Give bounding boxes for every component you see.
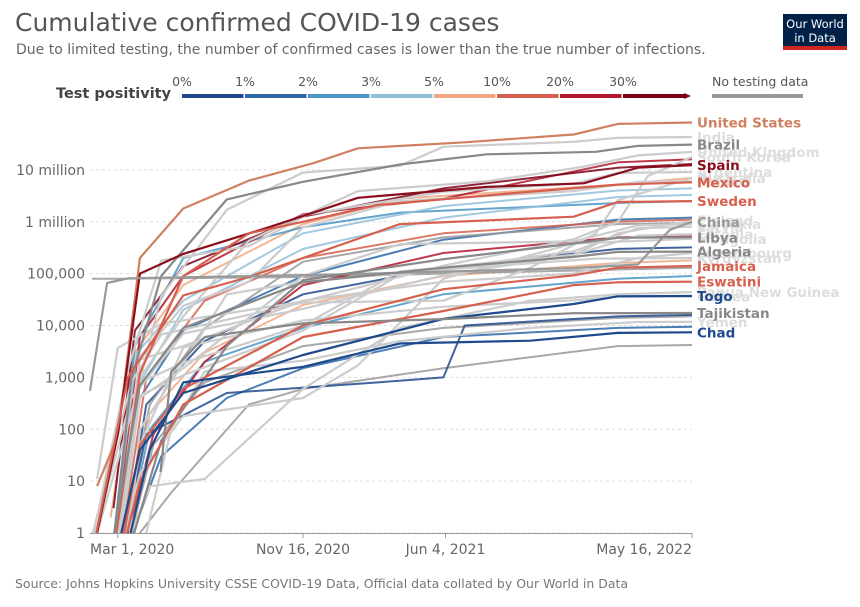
legend-bin-label: 5%	[424, 74, 444, 89]
series-line[interactable]	[120, 294, 693, 534]
x-tick-label: Jun 4, 2021	[405, 542, 486, 558]
series-line[interactable]	[113, 143, 693, 534]
legend-no-data-swatch[interactable]	[712, 94, 803, 98]
y-tick-label: 10 million	[16, 163, 85, 179]
background-series-line	[124, 313, 693, 534]
x-tick-label: Nov 16, 2020	[256, 542, 350, 558]
legend-bin-label: 1%	[235, 74, 255, 89]
y-tick-label: 100	[58, 422, 85, 438]
owid-logo[interactable]: Our World in Data	[783, 14, 847, 50]
series-line[interactable]	[115, 181, 693, 534]
series-label[interactable]: Algeria	[697, 245, 751, 261]
y-tick-label: 1,000	[45, 370, 85, 386]
series-line[interactable]	[129, 331, 693, 534]
series-label[interactable]: Togo	[697, 289, 733, 305]
chart-title: Cumulative confirmed COVID-19 cases	[15, 8, 500, 37]
series-label[interactable]: Latvia	[697, 220, 744, 236]
series-line[interactable]	[96, 135, 693, 534]
series-label[interactable]: South Korea	[697, 150, 791, 166]
legend-swatch[interactable]	[560, 94, 622, 98]
series-label[interactable]: Jamaica	[696, 259, 756, 275]
series-label[interactable]: Papua New Guinea	[697, 285, 840, 301]
series-line[interactable]	[96, 164, 693, 534]
series-line[interactable]	[125, 280, 693, 534]
series-label[interactable]: Tajikistan	[697, 306, 770, 322]
background-series-line	[124, 246, 693, 534]
legend-swatch[interactable]	[182, 94, 244, 98]
series-label[interactable]: Eswatini	[697, 275, 761, 291]
series-label[interactable]: Libya	[697, 230, 738, 246]
series-label[interactable]: India	[697, 130, 735, 146]
background-series-line	[126, 275, 693, 534]
x-axis: Mar 1, 2020 Nov 16, 2020 Jun 4, 2021 May 16…	[90, 533, 693, 558]
y-tick-label: 10,000	[36, 319, 85, 335]
legend-no-data-label: No testing data	[712, 74, 808, 89]
legend-swatch[interactable]	[497, 94, 559, 98]
legend-bin-label: 30%	[609, 74, 637, 89]
y-tick-label: 100,000	[27, 267, 85, 283]
background-series-line	[139, 344, 693, 534]
series-label[interactable]: United Kingdom	[697, 145, 820, 161]
background-series-line	[115, 187, 693, 518]
series-line[interactable]	[120, 223, 693, 534]
series-label[interactable]: Yemen	[696, 315, 748, 331]
x-tick-label: Mar 1, 2020	[90, 542, 174, 558]
legend-bin-label: 3%	[361, 74, 381, 89]
series-label[interactable]: Brazil	[697, 138, 740, 154]
y-tick-label: 1	[76, 526, 85, 542]
series-line[interactable]	[128, 256, 693, 534]
series-line[interactable]	[95, 200, 693, 534]
series-label[interactable]: Slovakia	[697, 217, 761, 233]
series-label[interactable]: Estonia	[697, 227, 753, 243]
legend-swatch[interactable]	[308, 94, 370, 98]
y-tick-label: 1 million	[25, 215, 85, 231]
series-label[interactable]: Sweden	[697, 194, 757, 210]
legend-bin-label: 2%	[298, 74, 318, 89]
y-tick-label: 10	[67, 474, 85, 490]
legend-bin-label: 10%	[483, 74, 511, 89]
series-label[interactable]: Guinea	[697, 289, 750, 305]
series-line[interactable]	[91, 176, 693, 534]
legend-bin-label: 20%	[546, 74, 574, 89]
series-line[interactable]	[123, 264, 693, 534]
series-line[interactable]	[96, 121, 693, 487]
legend-swatch[interactable]	[623, 94, 685, 98]
series-label[interactable]: China	[697, 215, 740, 231]
series-label[interactable]: Poland	[697, 174, 749, 190]
series-label[interactable]: Chad	[697, 325, 735, 341]
x-tick-label: May 16, 2022	[596, 542, 692, 558]
y-axis: 1 10 100 1,000 10,000 100,000 1 million 10 mill…	[16, 163, 85, 542]
series-lines[interactable]	[88, 121, 693, 534]
series-label[interactable]: Spain	[697, 158, 740, 174]
legend-title: Test positivity	[56, 86, 172, 102]
series-label[interactable]: Australia	[697, 171, 766, 187]
legend-swatch[interactable]	[434, 94, 496, 98]
series-label[interactable]: United States	[697, 115, 801, 131]
series-label[interactable]: Mexico	[697, 175, 750, 191]
series-label[interactable]: Finland	[697, 214, 753, 230]
series-line[interactable]	[88, 220, 693, 391]
series-line[interactable]	[96, 150, 693, 518]
series-line[interactable]	[96, 155, 693, 480]
legend-bin-label: 0%	[172, 74, 192, 89]
legend-arrow-icon	[684, 93, 691, 99]
series-label[interactable]: Mongolia	[697, 232, 767, 248]
chart-subtitle: Due to limited testing, the number of co…	[16, 42, 706, 58]
legend-swatch[interactable]	[245, 94, 307, 98]
series-label[interactable]: Argentina	[697, 165, 772, 181]
series-label[interactable]: Luxembourg	[697, 246, 792, 262]
series-line[interactable]	[159, 311, 693, 473]
source-note: Source: Johns Hopkins University CSSE CO…	[15, 576, 629, 591]
background-series-line	[130, 315, 693, 534]
series-label[interactable]: Kyrgyzstan	[697, 251, 782, 267]
background-series-line	[123, 221, 693, 534]
series-line[interactable]	[113, 250, 693, 534]
legend-swatch[interactable]	[371, 94, 433, 98]
